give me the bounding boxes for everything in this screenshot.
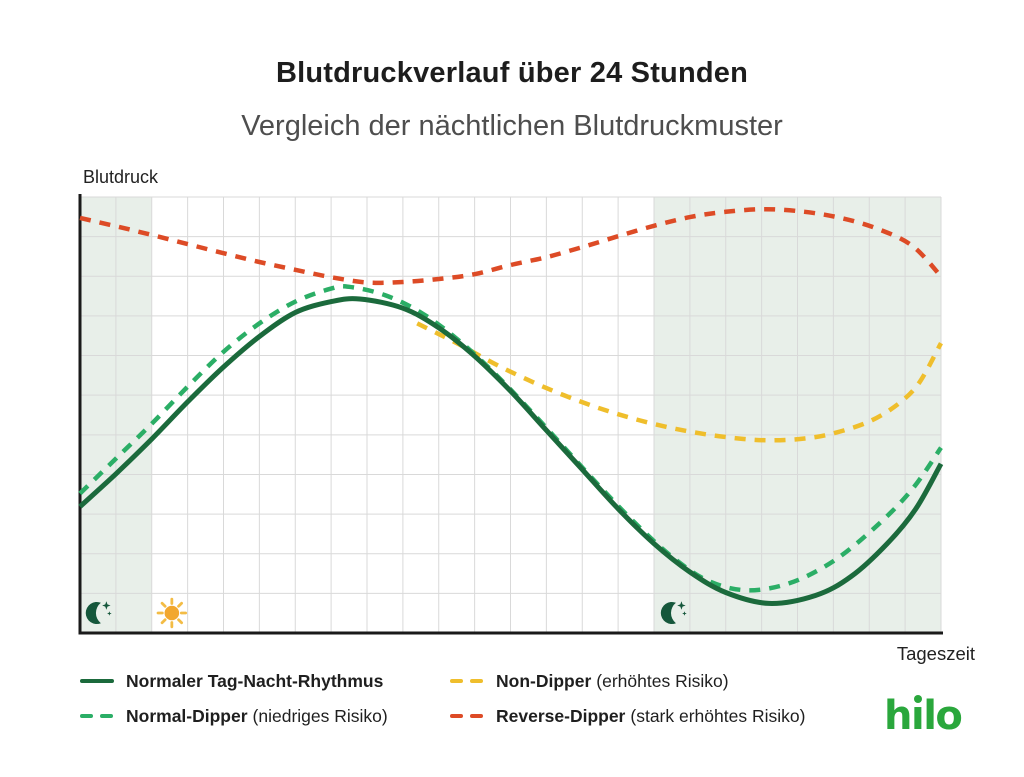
chart-legend: Normaler Tag-Nacht-Rhythmus Normal-Dippe…: [80, 670, 870, 727]
legend-item-reverse-dipper: Reverse-Dipper (stark erhöhtes Risiko): [450, 705, 805, 727]
legend-note: (erhöhtes Risiko): [596, 670, 729, 691]
y-axis-label: Blutdruck: [83, 167, 159, 187]
legend-label: Normaler Tag-Nacht-Rhythmus: [126, 670, 384, 691]
series-normaler-tag-nacht-rhythmus: [78, 296, 944, 606]
series-reverse-dipper: [79, 206, 943, 286]
series-non-dipper: [416, 321, 943, 443]
hilo-logo: hılo: [884, 692, 963, 740]
sun-icon: [156, 597, 188, 629]
logo-i-dot: [914, 695, 922, 703]
legend-swatch-normal-rhythm: [80, 678, 114, 684]
legend-label: Reverse-Dipper: [496, 705, 626, 726]
legend-item-normal-dipper: Normal-Dipper (niedriges Risiko): [80, 705, 450, 727]
moon-icon: [85, 601, 112, 624]
series-normal-dipper: [78, 283, 943, 593]
legend-swatch-non-dipper: [450, 678, 484, 684]
page-title: Blutdruckverlauf über 24 Stunden: [275, 57, 749, 89]
legend-item-non-dipper: Non-Dipper (erhöhtes Risiko): [450, 670, 805, 692]
moon-icon: [660, 601, 687, 624]
legend-note: (stark erhöhtes Risiko): [630, 705, 806, 726]
page-subtitle: Vergleich der nächtlichen Blutdruckmuste…: [241, 110, 783, 142]
logo-text: hılo: [884, 693, 963, 739]
legend-label: Normal-Dipper: [126, 705, 248, 726]
legend-item-normal-rhythm: Normaler Tag-Nacht-Rhythmus: [80, 670, 450, 692]
night-band: [80, 197, 152, 633]
legend-note: (niedriges Risiko): [252, 705, 388, 726]
legend-swatch-reverse-dipper: [450, 713, 484, 719]
x-axis-label: Tageszeit: [896, 643, 975, 664]
night-band: [654, 197, 941, 633]
legend-swatch-normal-dipper: [80, 713, 114, 719]
legend-label: Non-Dipper: [496, 670, 592, 691]
